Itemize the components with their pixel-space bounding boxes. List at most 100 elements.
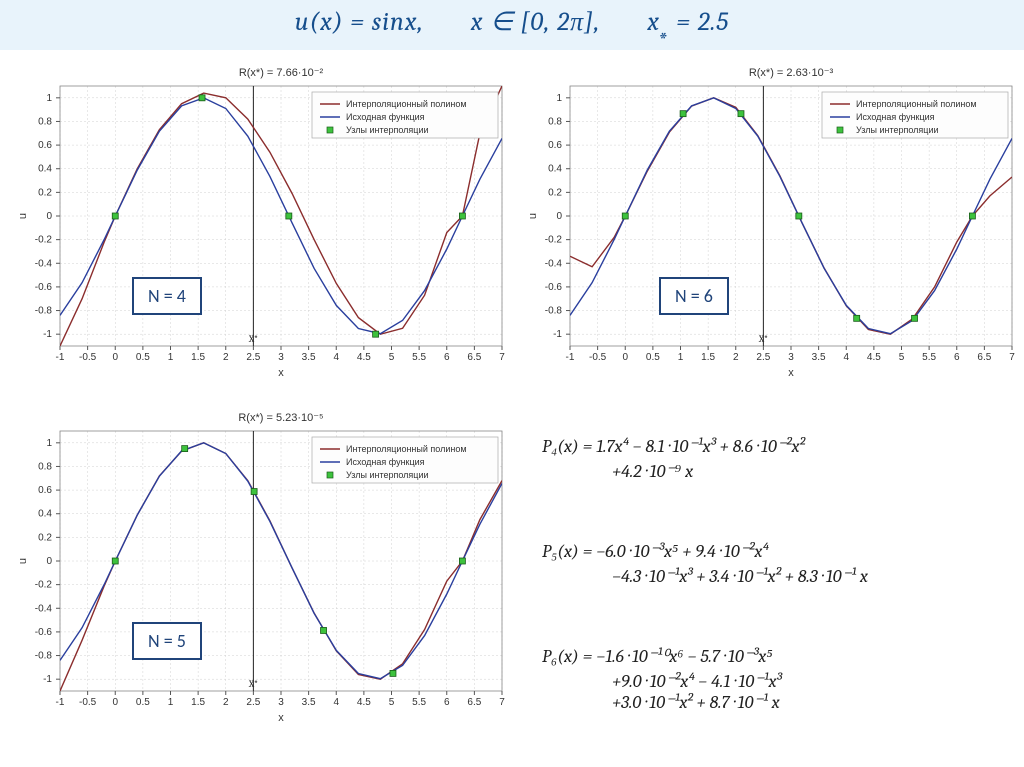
svg-text:x: x xyxy=(278,367,284,379)
svg-text:-1: -1 xyxy=(43,329,52,340)
svg-text:0.5: 0.5 xyxy=(646,352,660,363)
svg-text:0: 0 xyxy=(622,352,628,363)
svg-text:0.6: 0.6 xyxy=(548,140,562,151)
svg-text:0.2: 0.2 xyxy=(38,532,52,543)
svg-text:Исходная функция: Исходная функция xyxy=(346,112,425,122)
svg-text:-0.5: -0.5 xyxy=(79,352,97,363)
formula-p4-line1: P₄(x) = 1.7x⁴ − 8.1 · 10⁻¹x³ + 8.6 · 10⁻… xyxy=(542,436,1012,457)
svg-text:7: 7 xyxy=(499,697,505,708)
svg-text:Исходная функция: Исходная функция xyxy=(856,112,935,122)
svg-text:1: 1 xyxy=(168,697,174,708)
svg-text:x: x xyxy=(788,367,794,379)
svg-text:Узлы интерполяции: Узлы интерполяции xyxy=(346,125,429,135)
svg-text:3.5: 3.5 xyxy=(812,352,826,363)
svg-text:3: 3 xyxy=(278,352,284,363)
chart-n4: -1-0.500.511.522.533.544.555.566.57-1-0.… xyxy=(12,62,512,397)
svg-text:4: 4 xyxy=(843,352,849,363)
polynomial-formulas: P₄(x) = 1.7x⁴ − 8.1 · 10⁻¹x³ + 8.6 · 10⁻… xyxy=(522,407,1022,742)
svg-text:0: 0 xyxy=(556,211,562,222)
svg-text:-0.4: -0.4 xyxy=(545,258,563,269)
svg-text:0.8: 0.8 xyxy=(548,116,562,127)
svg-text:3.5: 3.5 xyxy=(302,352,316,363)
svg-text:0.6: 0.6 xyxy=(38,140,52,151)
svg-text:-0.4: -0.4 xyxy=(35,258,53,269)
svg-text:6.5: 6.5 xyxy=(977,352,991,363)
svg-text:0: 0 xyxy=(112,697,118,708)
svg-text:2: 2 xyxy=(223,697,229,708)
svg-text:2.5: 2.5 xyxy=(756,352,770,363)
svg-text:2: 2 xyxy=(733,352,739,363)
svg-text:-0.8: -0.8 xyxy=(545,306,563,317)
svg-text:6.5: 6.5 xyxy=(467,352,481,363)
chart-n5: -1-0.500.511.522.533.544.555.566.57-1-0.… xyxy=(12,407,512,742)
svg-text:-0.2: -0.2 xyxy=(35,235,53,246)
svg-text:1.5: 1.5 xyxy=(191,697,205,708)
svg-text:0.8: 0.8 xyxy=(38,116,52,127)
svg-text:0.2: 0.2 xyxy=(548,187,562,198)
svg-text:-0.5: -0.5 xyxy=(79,697,97,708)
svg-text:1: 1 xyxy=(678,352,684,363)
svg-text:-0.6: -0.6 xyxy=(35,627,53,638)
svg-text:R(x*) = 5.23·10⁻⁵: R(x*) = 5.23·10⁻⁵ xyxy=(238,412,323,424)
n-label: N = 4 xyxy=(132,277,202,315)
svg-text:-0.2: -0.2 xyxy=(545,235,563,246)
svg-text:0: 0 xyxy=(112,352,118,363)
svg-text:Исходная функция: Исходная функция xyxy=(346,457,425,467)
svg-text:Узлы интерполяции: Узлы интерполяции xyxy=(856,125,939,135)
svg-text:6: 6 xyxy=(954,352,960,363)
svg-text:-1: -1 xyxy=(43,674,52,685)
svg-text:-0.8: -0.8 xyxy=(35,306,53,317)
svg-text:u: u xyxy=(17,558,29,564)
svg-text:-0.6: -0.6 xyxy=(545,282,563,293)
svg-text:x: x xyxy=(278,712,284,724)
svg-text:4.5: 4.5 xyxy=(357,697,371,708)
formula-p6-line3: +3.0 · 10⁻¹x² + 8.7 · 10⁻¹ x xyxy=(542,692,1012,713)
svg-text:0.4: 0.4 xyxy=(38,509,52,520)
svg-text:R(x*) = 2.63·10⁻³: R(x*) = 2.63·10⁻³ xyxy=(749,67,834,79)
svg-text:6: 6 xyxy=(444,352,450,363)
svg-text:0.2: 0.2 xyxy=(38,187,52,198)
formula-p4: P₄(x) = 1.7x⁴ − 8.1 · 10⁻¹x³ + 8.6 · 10⁻… xyxy=(542,436,1012,482)
svg-text:6: 6 xyxy=(444,697,450,708)
formula-p6-line1: P₆(x) = −1.6 · 10⁻¹⁰x⁶ − 5.7 · 10⁻³x⁵ xyxy=(542,646,1012,667)
svg-text:-0.8: -0.8 xyxy=(35,651,53,662)
svg-text:2.5: 2.5 xyxy=(246,697,260,708)
svg-text:1: 1 xyxy=(556,93,562,104)
formula-p6: P₆(x) = −1.6 · 10⁻¹⁰x⁶ − 5.7 · 10⁻³x⁵ +9… xyxy=(542,646,1012,713)
svg-text:7: 7 xyxy=(499,352,505,363)
svg-text:7: 7 xyxy=(1009,352,1015,363)
svg-text:5.5: 5.5 xyxy=(412,697,426,708)
svg-text:Интерполяционный полином: Интерполяционный полином xyxy=(346,99,467,109)
chart-n6: -1-0.500.511.522.533.544.555.566.57-1-0.… xyxy=(522,62,1022,397)
svg-text:4: 4 xyxy=(333,697,339,708)
svg-text:-0.6: -0.6 xyxy=(35,282,53,293)
svg-text:0.5: 0.5 xyxy=(136,697,150,708)
svg-text:4.5: 4.5 xyxy=(867,352,881,363)
svg-text:-0.5: -0.5 xyxy=(589,352,607,363)
formula-p6-line2: +9.0 · 10⁻²x⁴ − 4.1 · 10⁻¹x³ xyxy=(542,671,1012,692)
svg-text:-0.2: -0.2 xyxy=(35,580,53,591)
svg-text:-1: -1 xyxy=(56,352,65,363)
svg-text:1.5: 1.5 xyxy=(191,352,205,363)
svg-text:0.4: 0.4 xyxy=(38,164,52,175)
svg-text:0.8: 0.8 xyxy=(38,461,52,472)
svg-text:u: u xyxy=(17,213,29,219)
svg-text:X*: X* xyxy=(248,680,258,690)
svg-text:5: 5 xyxy=(899,352,905,363)
svg-text:1: 1 xyxy=(168,352,174,363)
svg-text:0: 0 xyxy=(46,211,52,222)
formula-p5-line1: P₅(x) = −6.0 · 10⁻³x⁵ + 9.4 · 10⁻²x⁴ xyxy=(542,541,1012,562)
svg-text:5.5: 5.5 xyxy=(412,352,426,363)
svg-text:u: u xyxy=(527,213,539,219)
svg-text:-1: -1 xyxy=(56,697,65,708)
svg-text:5: 5 xyxy=(389,697,395,708)
svg-text:-0.4: -0.4 xyxy=(35,603,53,614)
svg-text:5.5: 5.5 xyxy=(922,352,936,363)
svg-text:-1: -1 xyxy=(553,329,562,340)
svg-text:4.5: 4.5 xyxy=(357,352,371,363)
svg-text:3: 3 xyxy=(278,697,284,708)
svg-text:6.5: 6.5 xyxy=(467,697,481,708)
svg-text:3: 3 xyxy=(788,352,794,363)
svg-text:X*: X* xyxy=(758,335,768,345)
svg-text:2.5: 2.5 xyxy=(246,352,260,363)
